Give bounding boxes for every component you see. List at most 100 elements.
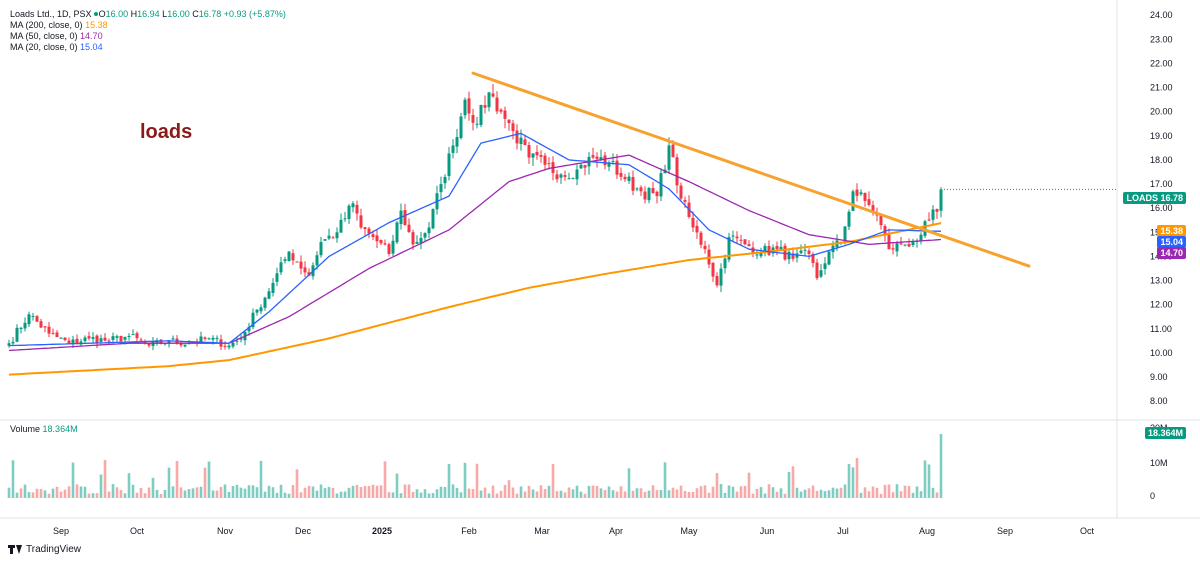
volume-bar: [595, 485, 599, 498]
candle-body: [339, 219, 343, 233]
y-tick-label: 8.00: [1150, 396, 1168, 406]
candle-body: [479, 104, 483, 125]
ma50-legend[interactable]: MA (50, close, 0) 14.70: [10, 31, 103, 41]
volume-bar: [371, 484, 375, 498]
volume-bar: [31, 492, 35, 498]
candle-body: [815, 262, 819, 279]
volume-bar: [355, 484, 359, 498]
volume-bar: [47, 493, 51, 498]
volume-bar: [683, 490, 687, 498]
candle-body: [755, 254, 759, 256]
candle-body: [811, 253, 815, 264]
volume-bar: [723, 492, 727, 498]
volume-bar: [487, 493, 491, 498]
volume-bar: [111, 484, 115, 498]
volume-bar: [639, 488, 643, 498]
volume-bar: [359, 487, 363, 498]
candle-body: [643, 191, 647, 200]
volume-bar: [655, 490, 659, 498]
volume-bar: [407, 484, 411, 498]
volume-bar: [907, 486, 911, 498]
x-tick-label: 2025: [372, 526, 392, 536]
ma50-value: 14.70: [80, 31, 103, 41]
candle-body: [895, 243, 899, 252]
high-value: 16.94: [137, 9, 160, 19]
volume-bar: [891, 492, 895, 498]
candle-body: [323, 239, 327, 241]
volume-bar: [419, 492, 423, 498]
candle-body: [359, 215, 363, 228]
candle-body: [655, 191, 659, 197]
candle-body: [119, 335, 123, 342]
volume-bar: [23, 484, 27, 498]
volume-bar: [431, 493, 435, 498]
candle-body: [759, 251, 763, 257]
volume-bar: [203, 467, 207, 498]
candle-body: [467, 98, 471, 114]
tradingview-footer[interactable]: TradingView: [8, 544, 81, 555]
candle-body: [39, 321, 43, 328]
candle-body: [123, 336, 127, 340]
volume-bar: [835, 488, 839, 498]
candle-body: [447, 153, 451, 177]
candle-body: [371, 234, 375, 238]
volume-legend[interactable]: Volume 18.364M: [10, 424, 78, 434]
volume-bar: [423, 489, 427, 498]
y-tick-label: 19.00: [1150, 131, 1173, 141]
candle-body: [331, 237, 335, 239]
volume-bar: [91, 493, 95, 498]
candle-body: [259, 307, 263, 312]
volume-bar: [39, 488, 43, 498]
candle-body: [407, 224, 411, 233]
volume-bar: [187, 489, 191, 498]
volume-bar: [455, 487, 459, 498]
candle-body: [531, 153, 535, 158]
candle-body: [847, 211, 851, 227]
ma200-legend[interactable]: MA (200, close, 0) 15.38: [10, 20, 108, 30]
x-tick-label: Oct: [1080, 526, 1095, 536]
volume-bar: [367, 485, 371, 498]
candle-body: [591, 155, 595, 158]
candle-body: [139, 339, 143, 341]
volume-bar: [827, 490, 831, 498]
volume-bar: [731, 486, 735, 498]
ma20-legend[interactable]: MA (20, close, 0) 15.04: [10, 42, 103, 52]
candle-body: [519, 137, 523, 145]
candle-body: [71, 339, 75, 345]
candle-body: [743, 239, 747, 245]
candle-body: [419, 238, 423, 244]
volume-bar: [803, 489, 807, 498]
volume-bar: [295, 469, 299, 498]
volume-bar: [319, 484, 323, 498]
volume-bar: [479, 490, 483, 498]
candle-body: [843, 226, 847, 242]
volume-bar: [131, 484, 135, 498]
volume-bar: [791, 466, 795, 498]
volume-bar: [87, 493, 91, 498]
volume-bar: [515, 493, 519, 498]
volume-bar: [847, 464, 851, 498]
candle-body: [131, 334, 135, 336]
volume-bar: [735, 491, 739, 498]
candle-body: [439, 184, 443, 193]
volume-bar: [123, 493, 127, 498]
volume-bar: [491, 485, 495, 498]
candle-body: [563, 175, 567, 177]
volume-bar: [839, 487, 843, 498]
volume-bar: [339, 491, 343, 498]
volume-bar: [227, 491, 231, 498]
candle-body: [575, 169, 579, 180]
candle-body: [423, 233, 427, 238]
chart-annotation[interactable]: loads: [140, 121, 193, 143]
candle-body: [739, 239, 743, 241]
candle-body: [179, 343, 183, 346]
candle-body: [931, 209, 935, 220]
volume-bar: [627, 468, 631, 498]
candle-body: [583, 165, 587, 168]
volume-bar: [215, 490, 219, 498]
volume-bar: [75, 484, 79, 498]
volume-bar: [903, 485, 907, 498]
x-tick-label: Jun: [760, 526, 775, 536]
volume-bar: [635, 488, 639, 498]
